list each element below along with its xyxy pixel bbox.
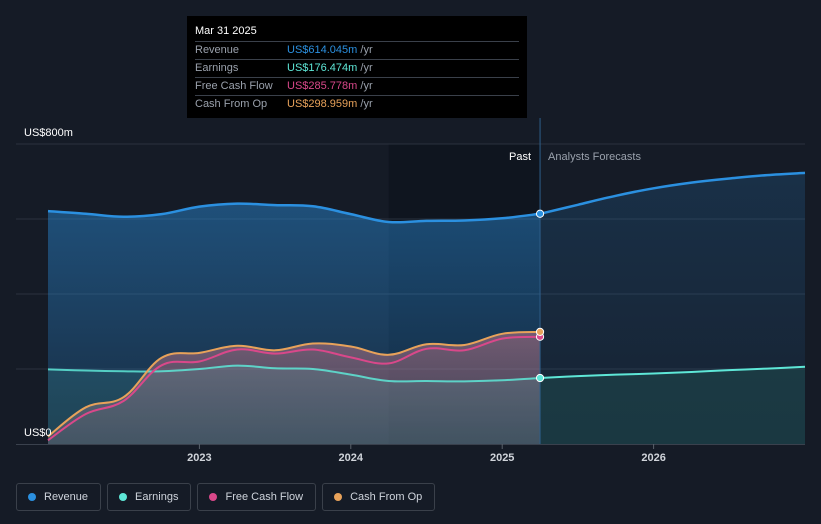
legend-dot-icon bbox=[334, 493, 343, 501]
earnings-forecast-area bbox=[540, 366, 805, 444]
tooltip-value: US$298.959m bbox=[287, 98, 358, 110]
cash-from-op-area bbox=[48, 331, 540, 444]
past-label: Past bbox=[509, 151, 531, 163]
cash-from-op-line bbox=[47, 330, 541, 438]
earnings-line bbox=[47, 364, 541, 383]
tooltip-unit: /yr bbox=[360, 80, 373, 92]
tooltip-value: US$614.045m bbox=[287, 44, 358, 56]
legend-item-earnings[interactable]: Earnings bbox=[107, 483, 192, 511]
x-tick-label: 2023 bbox=[187, 452, 211, 464]
legend-label: Earnings bbox=[135, 491, 179, 503]
tooltip-row-revenue: Revenue US$614.045m /yr bbox=[195, 42, 519, 60]
legend-label: Cash From Op bbox=[350, 491, 423, 503]
y-axis-top-label: US$800m bbox=[24, 127, 73, 139]
tooltip-unit: /yr bbox=[360, 44, 373, 56]
legend-dot-icon bbox=[119, 493, 128, 501]
x-tick-label: 2025 bbox=[490, 452, 514, 464]
tooltip-value: US$176.474m bbox=[287, 62, 358, 74]
tooltip-row-free-cash-flow: Free Cash Flow US$285.778m /yr bbox=[195, 78, 519, 96]
legend-item-free-cash-flow[interactable]: Free Cash Flow bbox=[197, 483, 317, 511]
x-tick-label: 2024 bbox=[339, 452, 364, 464]
legend-item-cash-from-op[interactable]: Cash From Op bbox=[322, 483, 436, 511]
legend-item-revenue[interactable]: Revenue bbox=[16, 483, 102, 511]
y-axis-bottom-label: US$0 bbox=[24, 427, 52, 439]
earnings-past-area bbox=[48, 365, 540, 444]
series-end-marker bbox=[535, 373, 545, 383]
forecast-label: Analysts Forecasts bbox=[548, 151, 641, 163]
tooltip-label: Revenue bbox=[195, 44, 240, 56]
tooltip-label: Free Cash Flow bbox=[195, 80, 273, 92]
tooltip-label: Earnings bbox=[195, 62, 239, 74]
x-tick-label: 2026 bbox=[641, 452, 665, 464]
revenue-line bbox=[47, 202, 541, 224]
legend-dot-icon bbox=[28, 493, 36, 501]
tooltip-unit: /yr bbox=[360, 98, 373, 110]
tooltip-date: Mar 31 2025 bbox=[195, 23, 519, 42]
legend-label: Revenue bbox=[44, 491, 89, 503]
free-cash-flow-line bbox=[47, 335, 541, 442]
legend-label: Free Cash Flow bbox=[225, 491, 304, 503]
series-end-marker bbox=[535, 327, 545, 336]
tooltip-label: Cash From Op bbox=[195, 98, 268, 110]
tooltip-row-earnings: Earnings US$176.474m /yr bbox=[195, 60, 519, 78]
tooltip-row-cash-from-op: Cash From Op US$298.959m /yr bbox=[195, 96, 519, 113]
tooltip-unit: /yr bbox=[360, 62, 373, 74]
revenue-forecast-line bbox=[539, 171, 806, 216]
tooltip-value: US$285.778m bbox=[287, 80, 358, 92]
legend-dot-icon bbox=[209, 493, 218, 501]
chart-legend: Revenue Earnings Free Cash Flow Cash Fro… bbox=[16, 483, 436, 511]
series-end-marker bbox=[535, 209, 545, 218]
earnings-forecast-line bbox=[539, 365, 806, 379]
hover-tooltip: Mar 31 2025 Revenue US$614.045m /yr Earni… bbox=[187, 16, 527, 118]
